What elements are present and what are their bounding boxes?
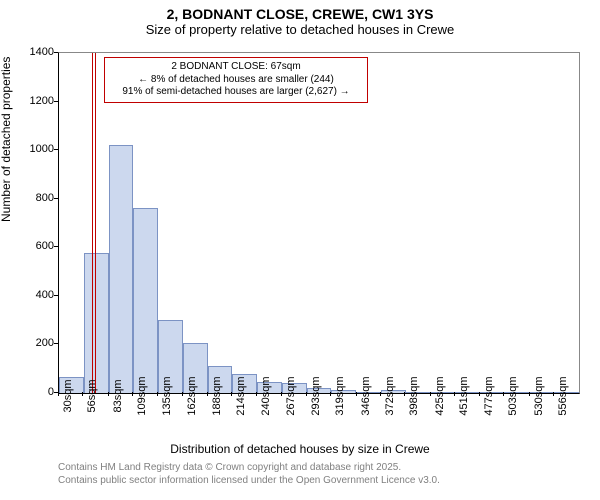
x-tick-mark — [207, 392, 208, 396]
footer-line-1: Contains HM Land Registry data © Crown c… — [58, 462, 440, 475]
x-tick-label: 398sqm — [408, 376, 420, 415]
x-tick-label: 556sqm — [557, 376, 569, 415]
x-tick-label: 503sqm — [507, 376, 519, 415]
x-tick-label: 425sqm — [434, 376, 446, 415]
x-tick-mark — [108, 392, 109, 396]
x-tick-label: 530sqm — [533, 376, 545, 415]
y-tick-label: 400 — [14, 289, 54, 301]
y-tick-label: 1000 — [14, 143, 54, 155]
x-tick-mark — [529, 392, 530, 396]
x-tick-label: 346sqm — [360, 376, 372, 415]
callout-box: 2 BODNANT CLOSE: 67sqm← 8% of detached h… — [104, 57, 368, 103]
x-tick-mark — [256, 392, 257, 396]
x-tick-label: 319sqm — [334, 376, 346, 415]
y-tick-mark — [54, 149, 58, 150]
x-tick-mark — [58, 392, 59, 396]
x-tick-label: 109sqm — [136, 376, 148, 415]
chart-footer: Contains HM Land Registry data © Crown c… — [58, 462, 440, 487]
x-tick-label: 83sqm — [112, 379, 124, 412]
x-tick-mark — [231, 392, 232, 396]
chart-subtitle: Size of property relative to detached ho… — [0, 22, 600, 37]
chart-title: 2, BODNANT CLOSE, CREWE, CW1 3YS — [0, 6, 600, 22]
x-tick-mark — [306, 392, 307, 396]
y-tick-label: 1200 — [14, 95, 54, 107]
x-tick-label: 56sqm — [86, 379, 98, 412]
footer-line-2: Contains public sector information licen… — [58, 475, 440, 488]
x-tick-mark — [356, 392, 357, 396]
y-tick-mark — [54, 295, 58, 296]
x-tick-mark — [553, 392, 554, 396]
x-tick-label: 162sqm — [186, 376, 198, 415]
x-tick-mark — [182, 392, 183, 396]
callout-line: 91% of semi-detached houses are larger (… — [111, 86, 361, 99]
x-tick-mark — [479, 392, 480, 396]
x-tick-label: 477sqm — [483, 376, 495, 415]
y-tick-mark — [54, 52, 58, 53]
x-tick-label: 240sqm — [260, 376, 272, 415]
x-tick-label: 293sqm — [310, 376, 322, 415]
x-tick-mark — [380, 392, 381, 396]
x-tick-label: 188sqm — [211, 376, 223, 415]
x-tick-label: 214sqm — [235, 376, 247, 415]
reference-line — [95, 53, 96, 393]
x-tick-mark — [330, 392, 331, 396]
callout-line: ← 8% of detached houses are smaller (244… — [111, 74, 361, 87]
x-tick-label: 451sqm — [458, 376, 470, 415]
y-tick-label: 1400 — [14, 46, 54, 58]
x-tick-mark — [281, 392, 282, 396]
y-axis-label: Number of detached properties — [0, 57, 13, 222]
x-tick-mark — [404, 392, 405, 396]
x-tick-label: 30sqm — [62, 379, 74, 412]
y-tick-label: 0 — [14, 386, 54, 398]
y-tick-label: 600 — [14, 240, 54, 252]
x-tick-mark — [82, 392, 83, 396]
x-axis-label: Distribution of detached houses by size … — [0, 442, 600, 456]
x-tick-mark — [454, 392, 455, 396]
y-tick-mark — [54, 246, 58, 247]
y-tick-mark — [54, 101, 58, 102]
x-tick-mark — [157, 392, 158, 396]
y-tick-mark — [54, 198, 58, 199]
x-tick-label: 372sqm — [384, 376, 396, 415]
plot-area: 2 BODNANT CLOSE: 67sqm← 8% of detached h… — [58, 52, 580, 394]
y-tick-label: 200 — [14, 337, 54, 349]
y-tick-mark — [54, 343, 58, 344]
x-tick-mark — [132, 392, 133, 396]
x-tick-label: 135sqm — [161, 376, 173, 415]
histogram-bar — [133, 208, 158, 393]
reference-line — [92, 53, 93, 393]
histogram-bar — [109, 145, 134, 393]
x-tick-label: 267sqm — [285, 376, 297, 415]
y-tick-label: 800 — [14, 192, 54, 204]
callout-line: 2 BODNANT CLOSE: 67sqm — [111, 61, 361, 74]
x-tick-mark — [503, 392, 504, 396]
x-tick-mark — [430, 392, 431, 396]
